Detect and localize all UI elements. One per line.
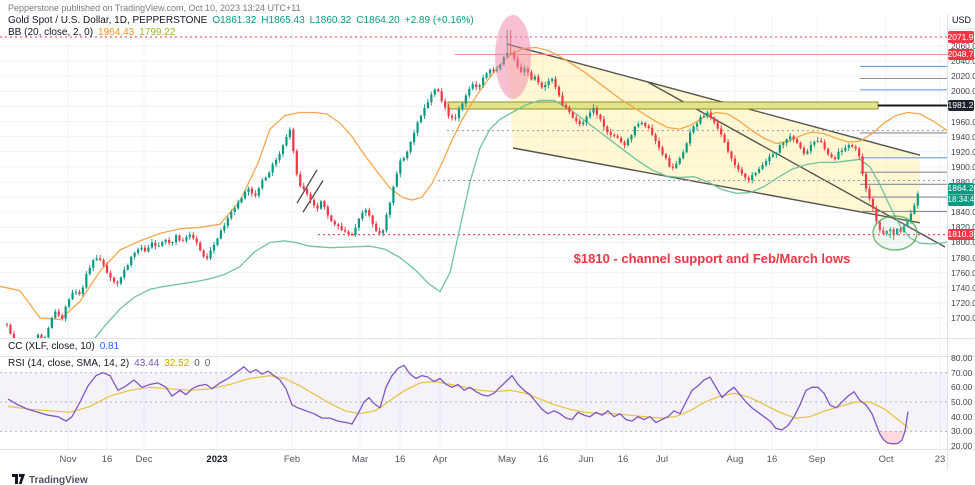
rsi-title: RSI (14, close, SMA, 14, 2) bbox=[8, 358, 130, 369]
legend-symbol-row[interactable]: Gold Spot / U.S. Dollar, 1D, PEPPERSTONE… bbox=[8, 15, 474, 26]
rsi-axis-label: 60.00 bbox=[951, 382, 973, 393]
time-axis-label: Aug bbox=[726, 454, 744, 465]
time-axis-label: 16 bbox=[537, 454, 549, 465]
channel-trendline bbox=[512, 147, 921, 224]
price-axis-label: 1960.00 bbox=[951, 116, 975, 127]
grid bbox=[0, 14, 947, 449]
rsi-value: 43.44 bbox=[134, 358, 160, 369]
pane-separators bbox=[0, 14, 975, 470]
price-axis-label: 1880.00 bbox=[951, 177, 975, 187]
bar-countdown: 18:34:46 bbox=[947, 194, 975, 205]
rsi-axis-label: 50.00 bbox=[951, 397, 973, 407]
rsi-zone-upper: 0 bbox=[194, 358, 200, 369]
bb-upper-value: 1964.43 bbox=[98, 27, 135, 38]
rsi-axis-label: 20.00 bbox=[951, 441, 973, 451]
rsi-pane[interactable] bbox=[7, 364, 909, 445]
candlestick-series bbox=[5, 30, 919, 338]
flag-trendline bbox=[296, 169, 318, 204]
olive-resistance-band bbox=[447, 101, 879, 110]
price-axis-label: 1700.00 bbox=[951, 313, 975, 323]
channel-trendline bbox=[506, 43, 921, 156]
price-axis-label: 2040.00 bbox=[951, 56, 975, 67]
time-axis-label: 16 bbox=[766, 454, 778, 465]
price-badge: 1981.26 bbox=[947, 99, 975, 112]
bb-title: BB (20, close, 2, 0) bbox=[8, 27, 94, 38]
price-axis-label: 1900.00 bbox=[951, 161, 975, 172]
time-axis-label: Jul bbox=[655, 454, 669, 465]
price-axis-label: 1920.00 bbox=[951, 146, 975, 157]
tradingview-logo[interactable]: TradingView bbox=[12, 471, 88, 485]
descending-channel-fill bbox=[507, 44, 920, 223]
ohlc-open: O1861.32 bbox=[212, 15, 257, 26]
price-axis-label: 1800.00 bbox=[951, 237, 975, 248]
price-badge: 2071.90 bbox=[947, 31, 975, 43]
ohlc-low: L1860.32 bbox=[309, 15, 352, 26]
time-axis-label: 16 bbox=[394, 454, 406, 465]
legend-cc-row[interactable]: CC (XLF, close, 10) 0.81 bbox=[8, 341, 119, 352]
rsi-axis-label: 40.00 bbox=[951, 411, 973, 422]
channel-trendline bbox=[647, 81, 946, 248]
publisher-note: Pepperstone published on TradingView.com… bbox=[8, 3, 301, 13]
rsi-axis-label: 70.00 bbox=[951, 367, 973, 378]
rsi-axis-label: 80.00 bbox=[951, 353, 973, 363]
price-axis[interactable]: USD 2060.00 2040.00 2020.00 2000.00 1960.00 1… bbox=[947, 0, 975, 470]
time-axis-label: 16 bbox=[617, 454, 629, 465]
time-axis-label: Feb bbox=[283, 454, 301, 465]
time-axis-label: Oct bbox=[878, 454, 894, 465]
chart-annotation-text[interactable]: $1810 - channel support and Feb/March lo… bbox=[573, 251, 851, 266]
rsi-axis-label: 30.00 bbox=[951, 426, 973, 437]
time-axis-label: Apr bbox=[432, 454, 448, 465]
price-axis-label: 2060.00 bbox=[951, 41, 975, 51]
flag-trendline bbox=[302, 180, 324, 213]
time-axis-label: May bbox=[498, 454, 516, 465]
bb-lower-value: 1799.22 bbox=[139, 27, 176, 38]
time-axis-label: 2023 bbox=[206, 454, 228, 465]
price-axis-label: 1820.00 bbox=[951, 222, 975, 233]
rsi-line bbox=[7, 364, 909, 445]
time-axis-label: 16 bbox=[101, 454, 113, 465]
price-axis-label: 1720.00 bbox=[951, 297, 975, 308]
cc-title: CC (XLF, close, 10) bbox=[8, 341, 95, 352]
time-axis-label: Nov bbox=[59, 454, 77, 465]
time-axis-label: Mar bbox=[351, 454, 369, 465]
time-axis-label: Dec bbox=[135, 454, 153, 465]
time-axis-label: Jun bbox=[578, 454, 594, 465]
symbol-title: Gold Spot / U.S. Dollar, 1D, PEPPERSTONE bbox=[8, 15, 208, 26]
rsi-ma-value: 32.52 bbox=[164, 358, 190, 369]
ohlc-change: +2.89 (+0.16%) bbox=[404, 15, 474, 26]
ohlc-close: C1864.20 bbox=[356, 15, 400, 26]
price-badge: 1810.30 bbox=[947, 228, 975, 241]
price-axis-label: 1840.00 bbox=[951, 207, 975, 218]
price-axis-label: 2000.00 bbox=[951, 86, 975, 97]
price-badge: 2048.74 bbox=[947, 48, 975, 61]
price-axis-label: 2020.00 bbox=[951, 71, 975, 82]
main-pane[interactable] bbox=[0, 36, 947, 365]
axis-currency-label: USD bbox=[952, 15, 972, 25]
tradingview-logo-icon bbox=[12, 471, 25, 485]
legend-rsi-row[interactable]: RSI (14, close, SMA, 14, 2) 43.44 32.52 … bbox=[8, 358, 210, 369]
ohlc-high: H1865.43 bbox=[261, 15, 305, 26]
bollinger-lower-line bbox=[94, 99, 947, 338]
cc-value: 0.81 bbox=[99, 341, 120, 352]
price-axis-label: 1940.00 bbox=[951, 131, 975, 142]
price-axis-label: 1740.00 bbox=[951, 282, 975, 293]
tradingview-logo-text: TradingView bbox=[29, 474, 88, 485]
time-axis-label: 23 bbox=[934, 454, 946, 465]
legend-bb-row[interactable]: BB (20, close, 2, 0) 1964.43 1799.22 bbox=[8, 27, 175, 38]
time-axis-label: Sep bbox=[808, 454, 826, 465]
price-axis-label: 1760.00 bbox=[951, 267, 975, 278]
time-axis[interactable]: Nov 16 Dec 2023 Feb Mar 16 Apr May 16 Jun 16 Jul Aug 1… bbox=[0, 452, 947, 468]
may-top-highlight bbox=[495, 15, 531, 99]
rsi-zone-lower: 0 bbox=[204, 358, 211, 369]
rsi-band bbox=[0, 372, 947, 432]
price-axis-label: 1780.00 bbox=[951, 252, 975, 263]
october-low-highlight bbox=[872, 215, 918, 251]
price-badge: 1864.2018:34:46 bbox=[947, 182, 975, 206]
highlight-ellipses[interactable] bbox=[495, 15, 918, 251]
